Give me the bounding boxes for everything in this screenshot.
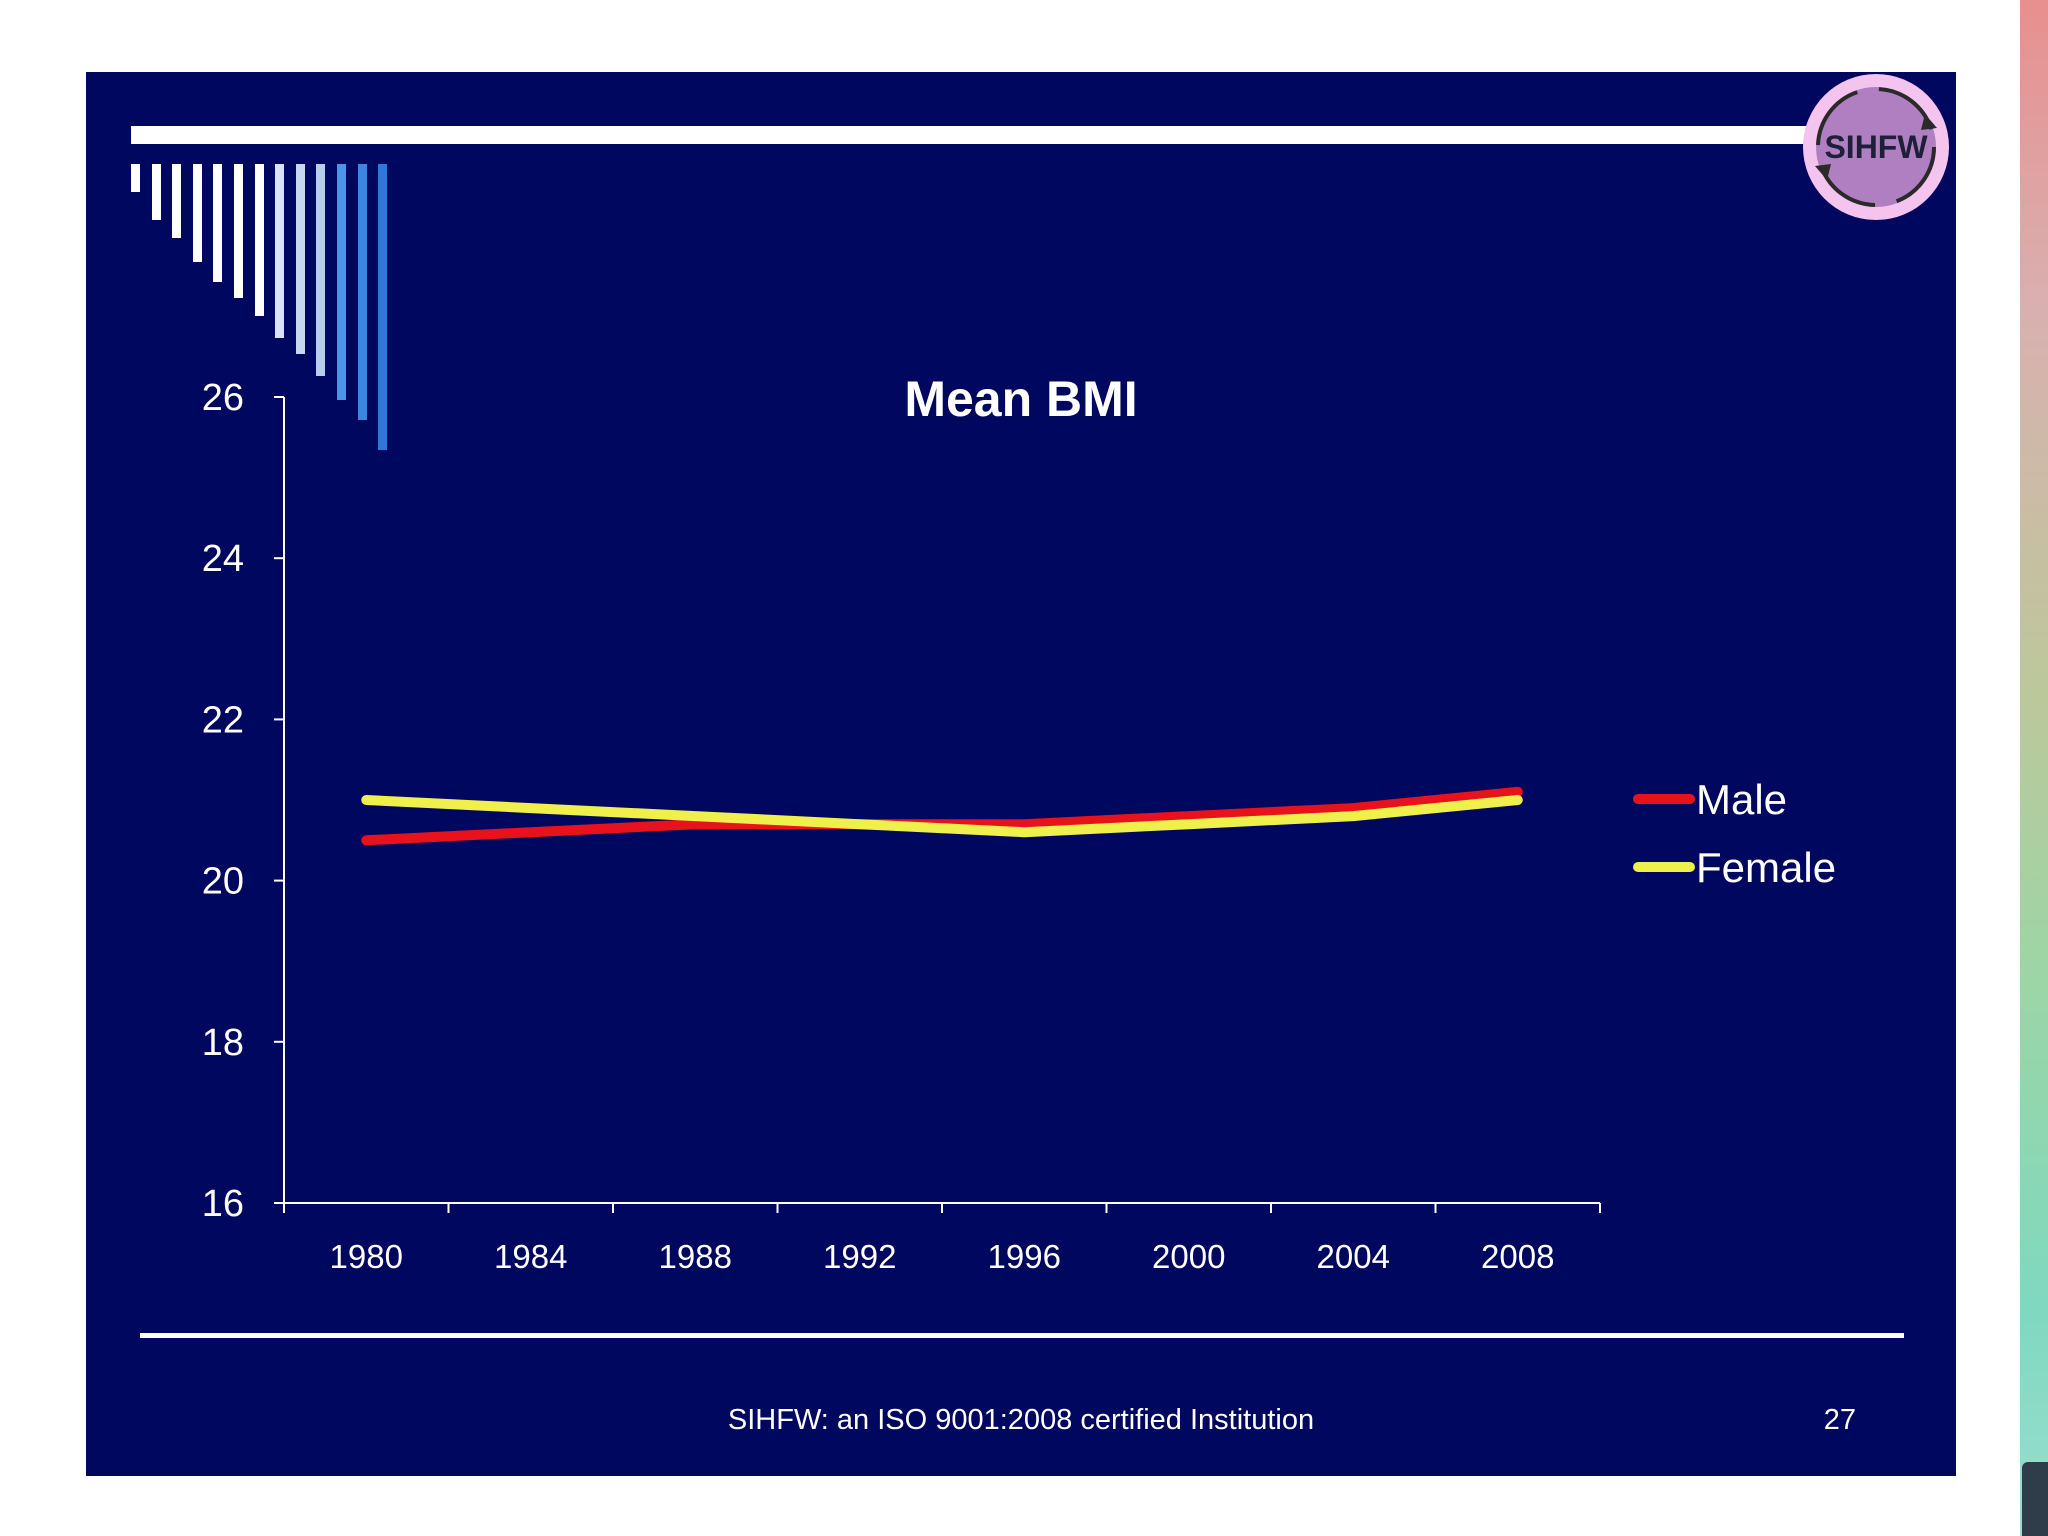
decorative-stripe	[316, 164, 326, 376]
data-point-male	[1517, 791, 1519, 793]
slide: 16 18 20 22 24 26 1980 1984 1988 1992 1996 2000 2004…	[86, 72, 1956, 1476]
y-tick-label: 22	[202, 699, 244, 741]
footer-divider	[140, 1333, 1904, 1338]
decorative-stripe	[234, 164, 243, 298]
data-point-female	[1517, 799, 1519, 801]
chart-title: Mean BMI	[904, 371, 1137, 427]
corner-tab	[2022, 1462, 2048, 1536]
y-tick-label: 16	[202, 1183, 244, 1225]
decorative-stripe	[254, 164, 264, 316]
data-point-female	[530, 807, 532, 809]
x-tick-label: 2004	[1317, 1238, 1390, 1275]
x-tick-label: 1988	[659, 1238, 732, 1275]
y-tick-label: 24	[202, 538, 244, 580]
top-decorative-bar	[131, 126, 1876, 144]
data-point-female	[1023, 831, 1025, 833]
x-tick-label: 1984	[494, 1238, 567, 1275]
data-point-female	[365, 799, 367, 801]
decorative-stripe	[378, 164, 388, 450]
data-point-female	[694, 815, 696, 817]
footer-text: SIHFW: an ISO 9001:2008 certified Instit…	[727, 1404, 1315, 1436]
page-number: 27	[1823, 1404, 1856, 1436]
decorative-stripe	[275, 164, 285, 338]
data-point-female	[1352, 815, 1354, 817]
data-point-male	[1352, 807, 1354, 809]
legend-label-male: Male	[1696, 776, 1787, 823]
decorative-stripe	[337, 164, 346, 400]
decorative-stripe	[131, 164, 140, 192]
x-tick-label: 2008	[1481, 1238, 1554, 1275]
logo-text: SIHFW	[1824, 129, 1928, 165]
chart: 16 18 20 22 24 26 1980 1984 1988 1992 1996 2000 2004…	[202, 371, 1836, 1275]
data-point-female	[859, 823, 861, 825]
data-point-male	[365, 839, 367, 841]
data-point-female	[1188, 823, 1190, 825]
y-tick-label: 26	[202, 377, 244, 419]
data-point-male	[530, 831, 532, 833]
right-edge-strip	[2020, 0, 2048, 1536]
data-point-male	[1188, 815, 1190, 817]
x-tick-label: 1980	[330, 1238, 403, 1275]
decorative-stripe	[213, 164, 223, 282]
sihfw-logo: SIHFW	[1803, 74, 1949, 220]
x-tick-label: 1996	[988, 1238, 1061, 1275]
legend-label-female: Female	[1696, 844, 1836, 891]
decorative-stripe	[151, 164, 161, 220]
series-line-female	[361, 795, 1523, 838]
data-point-male	[694, 823, 696, 825]
decorative-stripe	[357, 164, 367, 420]
y-tick-label: 20	[202, 861, 244, 903]
decorative-stripe	[172, 164, 182, 238]
y-tick-label: 18	[202, 1022, 244, 1064]
decorative-stripe	[192, 164, 202, 262]
decorative-stripe	[295, 164, 305, 354]
x-tick-label: 1992	[823, 1238, 896, 1275]
x-tick-label: 2000	[1152, 1238, 1225, 1275]
data-point-male	[1023, 823, 1025, 825]
